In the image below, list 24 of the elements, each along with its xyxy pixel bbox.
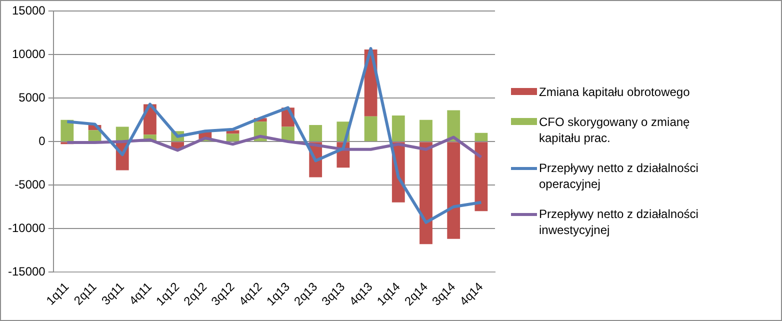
- bar: [474, 132, 488, 142]
- bar: [392, 115, 405, 142]
- bar: [60, 120, 74, 142]
- legend-label: Przepływy netto z działalności inwestycyjnej: [539, 206, 700, 238]
- y-tick-label: 0: [38, 134, 46, 148]
- bar: [447, 142, 460, 239]
- y-tick-label: -5000: [14, 177, 46, 192]
- y-tick-label: -10000: [8, 220, 46, 235]
- bar: [364, 116, 378, 142]
- y-tick-label: -15000: [8, 264, 46, 278]
- legend-label: Przepływy netto z działalności operacyjnej: [539, 160, 700, 192]
- bar: [88, 130, 102, 142]
- legend-label: Zmiana kapitału obrotowego: [539, 84, 691, 100]
- bar: [420, 142, 432, 244]
- y-tick-label: 15000: [12, 4, 46, 18]
- bar: [116, 126, 129, 142]
- y-tick-label: 5000: [18, 90, 46, 104]
- bar: [282, 126, 294, 142]
- bar: [309, 125, 322, 142]
- legend-label: CFO skorygowany o zmianę kapitału prac.: [539, 114, 691, 146]
- y-tick-label: 10000: [12, 46, 46, 61]
- bar: [474, 142, 488, 212]
- bar: [420, 120, 432, 142]
- bar: [226, 134, 240, 142]
